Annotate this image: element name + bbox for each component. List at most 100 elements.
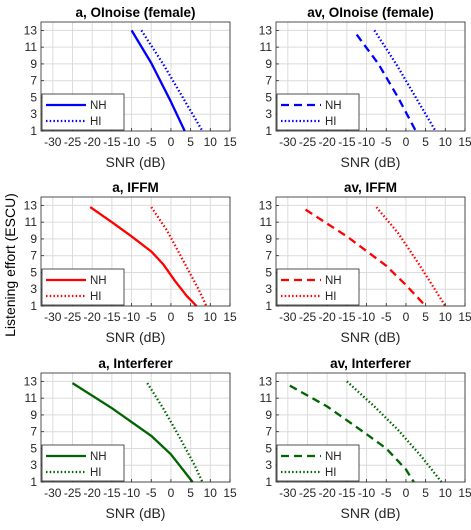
x-tick-label: 15 [458, 310, 471, 324]
x-tick-label: -5 [146, 486, 157, 500]
x-tick-label: 10 [439, 310, 453, 324]
x-tick-label: -15 [103, 486, 121, 500]
x-tick-label: 5 [422, 135, 429, 149]
x-tick-label: -30 [279, 486, 297, 500]
x-tick-label: -10 [123, 135, 141, 149]
y-tick-label: 13 [259, 23, 273, 37]
x-tick-label: -15 [103, 310, 121, 324]
x-tick-label: 5 [187, 135, 194, 149]
x-tick-label: -20 [84, 135, 102, 149]
y-tick-label: 3 [265, 282, 272, 296]
x-tick-label: 0 [403, 135, 410, 149]
legend-box [41, 268, 125, 306]
series-line-nh [304, 208, 427, 307]
y-tick-label: 7 [265, 249, 272, 263]
y-tick-label: 7 [30, 74, 37, 88]
series-line-nh [289, 384, 415, 483]
y-tick-label: 11 [25, 391, 38, 405]
figure-ylabel: Listening effort (ESCU) [2, 193, 18, 337]
series-line-nh [71, 382, 194, 483]
chart-title: av, IFFM [344, 180, 397, 195]
y-tick-label: 9 [30, 408, 37, 422]
legend-box [41, 444, 125, 482]
series-line-hi [150, 206, 208, 307]
x-tick-label: -20 [319, 486, 337, 500]
legend-label-nh: NH [325, 275, 342, 287]
x-axis-label: SNR (dB) [106, 329, 166, 345]
y-tick-label: 3 [30, 107, 37, 121]
y-tick-label: 13 [259, 198, 273, 212]
y-tick-label: 3 [30, 282, 37, 296]
legend-label-hi: HI [90, 467, 102, 479]
axes-box [275, 196, 466, 307]
y-tick-label: 13 [259, 374, 273, 388]
x-tick-label: 0 [168, 486, 175, 500]
chart-title: a, Interferer [98, 356, 173, 371]
x-tick-label: -10 [358, 135, 376, 149]
y-tick-label: 3 [265, 458, 272, 472]
series-line-hi [375, 206, 447, 307]
x-tick-label: -20 [84, 310, 102, 324]
x-tick-label: -20 [319, 135, 337, 149]
y-tick-label: 7 [30, 249, 37, 263]
legend-box [276, 268, 360, 306]
x-tick-label: 5 [187, 486, 194, 500]
series-line-hi [346, 380, 443, 483]
x-tick-label: -10 [123, 486, 141, 500]
y-tick-label: 13 [24, 198, 38, 212]
x-tick-label: -30 [44, 135, 62, 149]
legend-label-nh: NH [90, 100, 107, 112]
x-axis-label: SNR (dB) [341, 505, 401, 521]
x-tick-label: 5 [422, 310, 429, 324]
legend: NH HI [41, 268, 125, 306]
x-tick-label: 0 [168, 135, 175, 149]
x-tick-label: -5 [146, 310, 157, 324]
y-tick-label: 7 [265, 74, 272, 88]
x-tick-label: 0 [403, 310, 410, 324]
legend: NH HI [41, 93, 125, 131]
legend-label-hi: HI [325, 116, 337, 128]
x-tick-label: 10 [204, 135, 218, 149]
legend-label-hi: HI [90, 291, 102, 303]
y-tick-label: 9 [265, 232, 272, 246]
legend-box [276, 93, 360, 131]
y-tick-label: 9 [265, 408, 272, 422]
x-tick-label: 15 [223, 135, 237, 149]
legend-box [41, 93, 125, 131]
x-tick-label: 0 [403, 486, 410, 500]
y-tick-label: 9 [30, 232, 37, 246]
legend-label-nh: NH [90, 275, 107, 287]
legend-label-hi: HI [325, 291, 337, 303]
axes-box [275, 372, 466, 483]
x-tick-label: 5 [187, 310, 194, 324]
x-tick-label: 5 [422, 486, 429, 500]
y-tick-label: 5 [30, 441, 37, 455]
y-tick-label: 5 [30, 90, 37, 104]
x-tick-label: 0 [168, 310, 175, 324]
series-line-nh [130, 29, 186, 132]
x-tick-label: -30 [279, 310, 297, 324]
legend-label-nh: NH [90, 451, 107, 463]
x-tick-label: -10 [123, 310, 141, 324]
series-line-hi [373, 29, 437, 132]
y-tick-label: 5 [265, 90, 272, 104]
y-tick-label: 1 [30, 299, 37, 313]
legend-box [276, 444, 360, 482]
axes-box [275, 21, 466, 132]
y-tick-label: 9 [265, 57, 272, 71]
legend-label-nh: NH [325, 100, 342, 112]
x-axis-label: SNR (dB) [106, 505, 166, 521]
y-tick-label: 3 [30, 458, 37, 472]
x-tick-label: -25 [299, 310, 317, 324]
x-tick-label: 10 [439, 486, 453, 500]
y-tick-label: 5 [265, 265, 272, 279]
legend-label-hi: HI [325, 467, 337, 479]
x-axis-label: SNR (dB) [341, 329, 401, 345]
x-tick-label: -25 [64, 310, 82, 324]
x-tick-label: -20 [84, 486, 102, 500]
x-tick-label: -5 [146, 135, 157, 149]
